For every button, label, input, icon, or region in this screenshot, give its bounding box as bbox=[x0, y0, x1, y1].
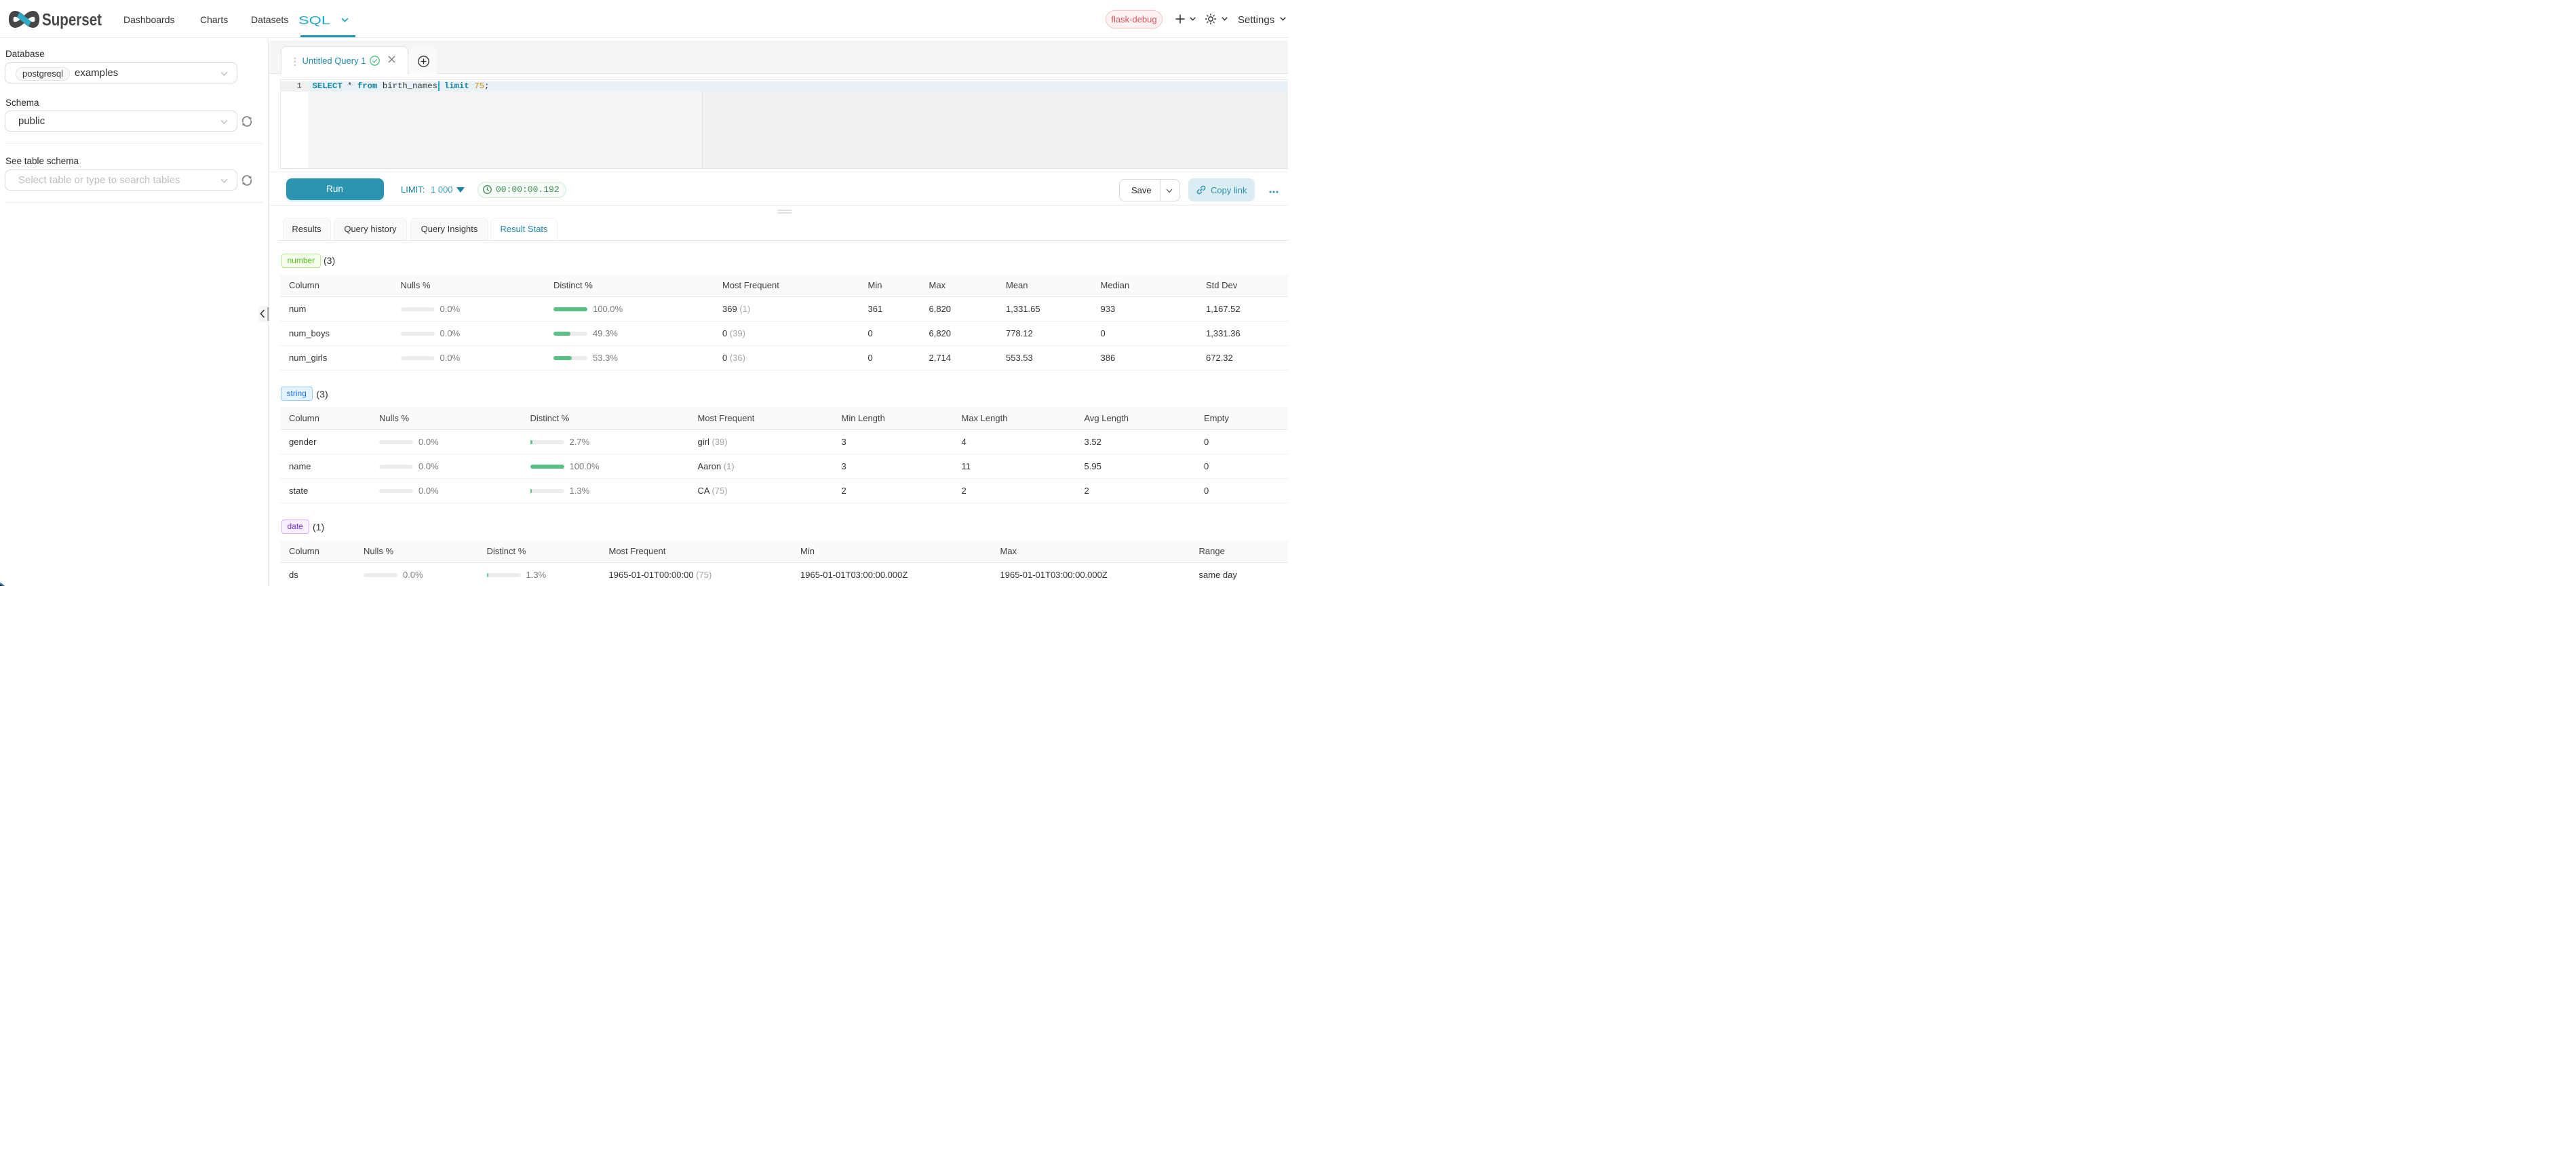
svg-text:SQL: SQL bbox=[298, 14, 330, 27]
svg-text:Superset: Superset bbox=[42, 11, 102, 30]
